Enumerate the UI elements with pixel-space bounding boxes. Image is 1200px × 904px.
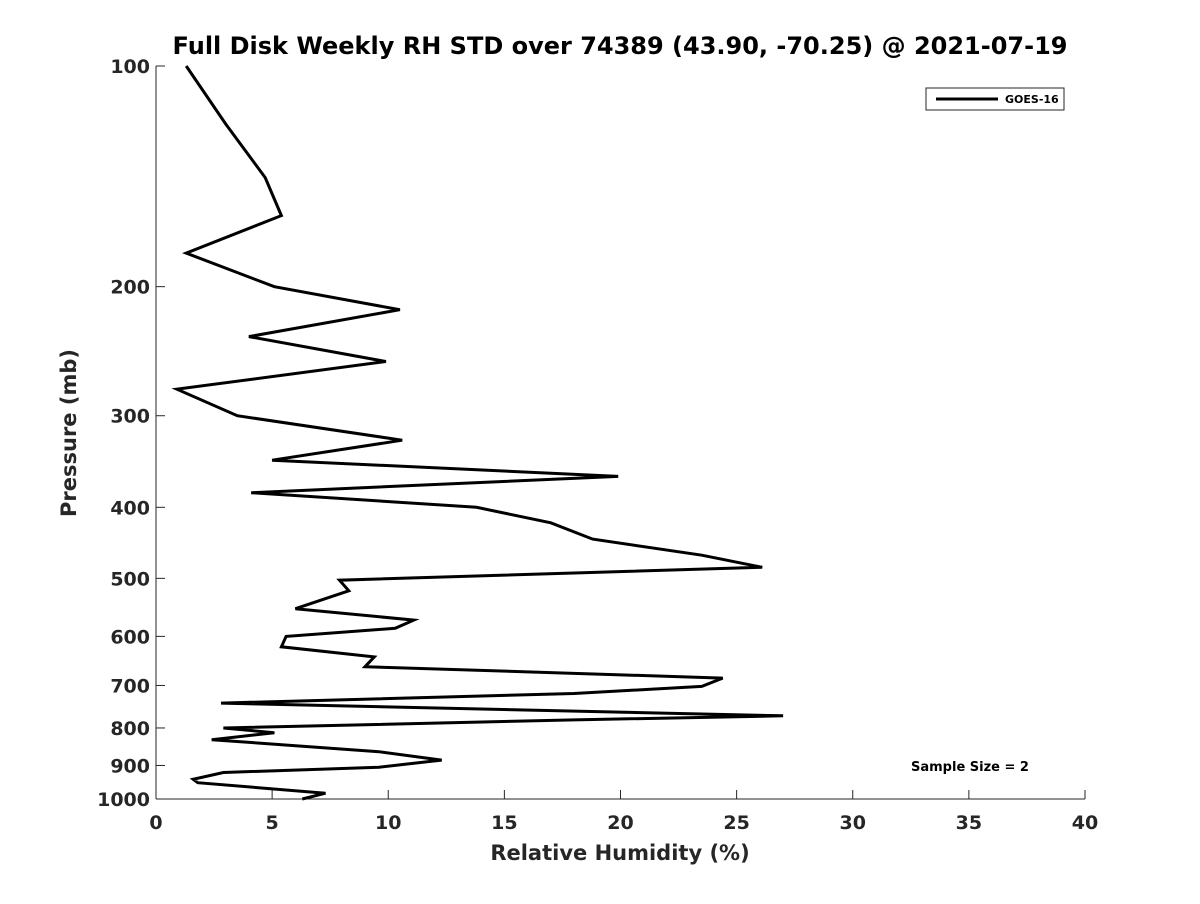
x-tick-label-5: 25 — [723, 812, 749, 834]
x-tick-label-1: 5 — [266, 812, 279, 834]
series-line-goes-16 — [171, 65, 784, 801]
x-tick-label-0: 0 — [149, 812, 162, 834]
axes: 0 5 10 15 20 25 30 35 40 100 200 300 400 500 600 700 80… — [97, 56, 1098, 834]
y-tick-label-6: 700 — [110, 675, 150, 697]
sample-size-annotation: Sample Size = 2 — [911, 760, 1029, 775]
y-tick-label-2: 300 — [110, 406, 150, 428]
y-axis-label: Pressure (mb) — [57, 349, 81, 517]
x-tick-label-4: 20 — [607, 812, 633, 834]
legend-label-goes-16: GOES-16 — [1005, 93, 1059, 106]
x-tick-label-7: 35 — [956, 812, 982, 834]
legend: GOES-16 — [925, 87, 1065, 111]
y-tick-label-9: 1000 — [97, 789, 150, 811]
x-ticks: 0 5 10 15 20 25 30 35 40 — [149, 790, 1098, 834]
y-tick-label-3: 400 — [110, 497, 150, 519]
y-tick-label-4: 500 — [110, 568, 150, 590]
y-tick-label-0: 100 — [110, 56, 150, 78]
y-tick-label-1: 200 — [110, 277, 150, 299]
y-tick-label-7: 800 — [110, 718, 150, 740]
series-layer — [171, 65, 784, 801]
y-tick-label-5: 600 — [110, 626, 150, 648]
x-tick-label-2: 10 — [375, 812, 401, 834]
x-tick-label-3: 15 — [491, 812, 517, 834]
x-tick-label-6: 30 — [840, 812, 866, 834]
y-tick-label-8: 900 — [110, 755, 150, 777]
chart-title: Full Disk Weekly RH STD over 74389 (43.9… — [173, 32, 1068, 60]
x-axis-label: Relative Humidity (%) — [490, 841, 749, 865]
x-tick-label-8: 40 — [1072, 812, 1098, 834]
y-ticks: 100 200 300 400 500 600 700 800 900 1000 — [97, 56, 165, 811]
